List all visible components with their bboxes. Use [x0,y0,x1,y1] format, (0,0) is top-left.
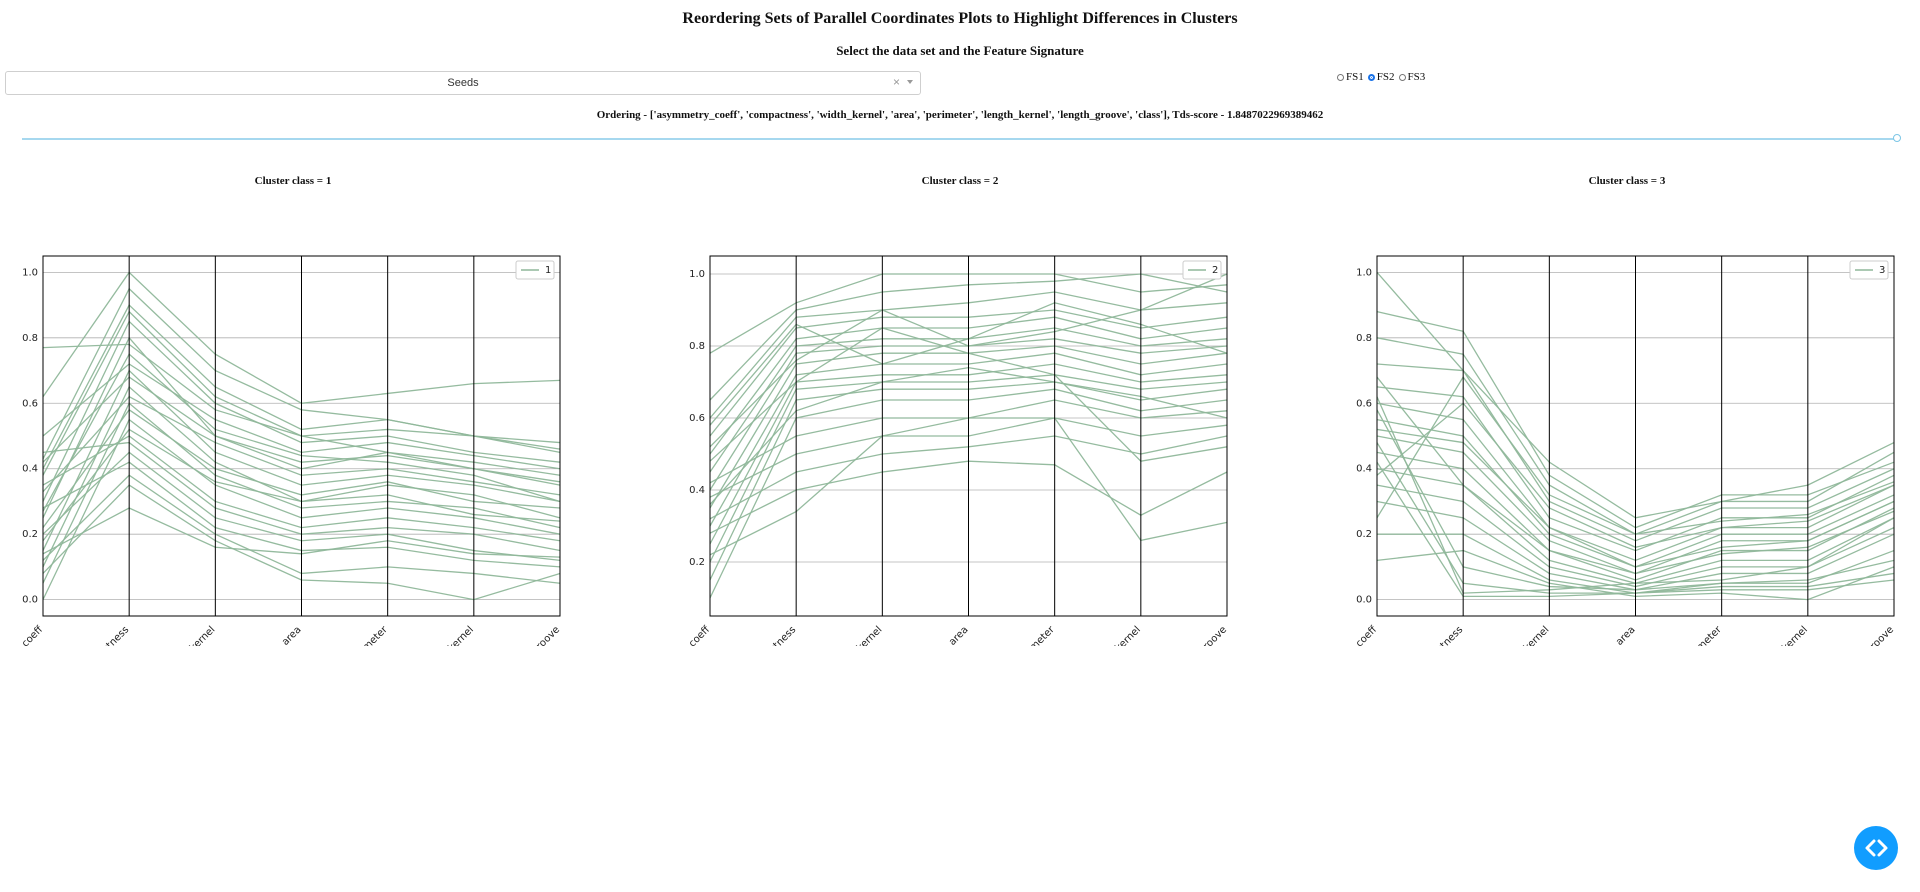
radio-dot-fs3[interactable] [1398,73,1406,81]
radio-fs1-label: FS1 [1346,71,1364,83]
y-tick-label: 0.4 [22,464,38,475]
legend-label: 1 [545,265,551,276]
plot-frame [709,255,1228,617]
x-axis-label: asymmetry_coeff [10,624,46,646]
chevron-down-icon[interactable] [907,80,913,84]
radio-fs2[interactable]: FS2 [1367,71,1395,83]
y-tick-label: 0.6 [1356,398,1372,409]
page-subtitle: Select the data set and the Feature Sign… [836,43,1084,58]
legend-label: 3 [1879,265,1885,276]
x-axis-label: area [1614,624,1638,646]
radio-dot-fs1[interactable] [1337,73,1344,81]
code-brackets-icon [1865,839,1888,857]
x-axis-label: width_kernel [165,624,218,646]
radio-dot-fs2[interactable] [1367,73,1375,81]
x-axis-label: perimeter [347,624,390,646]
radio-fs3[interactable]: FS3 [1398,71,1426,83]
dev-tools-button[interactable] [1854,826,1898,870]
x-axis-label: area [280,624,304,646]
chart-legend: 2 [1182,260,1222,280]
radio-fs1[interactable]: FS1 [1337,71,1364,83]
dataset-dropdown[interactable]: Seeds × [5,71,921,95]
cluster-2-title: Cluster class = 2 [921,175,999,187]
x-axis-label: asymmetry_coeff [1344,624,1380,646]
x-axis-label: length_groove [1171,624,1229,646]
x-axis-label: length_groove [1838,624,1896,646]
y-tick-label: 0.4 [1356,464,1372,475]
x-axis-label: length_kernel [1087,624,1143,646]
x-axis-label: perimeter [1681,624,1724,646]
page-title: Reordering Sets of Parallel Coordinates … [682,10,1238,27]
y-tick-label: 0.6 [689,413,705,424]
y-tick-label: 0.0 [1356,595,1372,606]
x-axis-label: area [947,624,971,646]
dataset-selected-value: Seeds [447,77,479,89]
plot-frame [1376,255,1895,617]
y-tick-label: 0.2 [22,529,38,540]
y-tick-label: 0.8 [689,341,705,352]
cluster-1-title: Cluster class = 1 [254,175,332,187]
y-tick-label: 1.0 [1356,267,1372,278]
x-axis-label: compactness [744,624,799,646]
x-axis-label: compactness [77,624,132,646]
legend-label: 2 [1212,265,1218,276]
x-axis-label: asymmetry_coeff [677,624,713,646]
x-axis-label: length_kernel [1754,624,1810,646]
radio-fs3-label: FS3 [1407,71,1426,83]
chart-legend: 3 [1849,260,1889,280]
x-axis-label: width_kernel [832,624,885,646]
clear-icon[interactable]: × [892,75,900,89]
parallel-coordinates-chart-cluster-3: 0.0 0.2 0.4 0.6 0.8 1.0 asymmetry_coeff compact… [1344,255,1896,646]
x-axis-label: perimeter [1014,624,1057,646]
x-axis-label: width_kernel [1499,624,1552,646]
radio-fs2-label: FS2 [1376,71,1395,83]
y-tick-label: 0.2 [1356,529,1372,540]
parallel-coordinates-chart-cluster-1: 0.0 0.2 0.4 0.6 0.8 1.0 asymmetry_coeff compact… [10,255,562,646]
y-tick-label: 0.6 [22,398,38,409]
cluster-3-title: Cluster class = 3 [1588,175,1666,187]
y-tick-label: 1.0 [22,267,38,278]
y-tick-label: 1.0 [689,269,705,280]
plot-frame [42,255,561,617]
ordering-slider-track[interactable] [22,138,1898,140]
ordering-slider-handle[interactable] [1893,134,1901,142]
y-tick-label: 0.4 [689,485,705,496]
y-tick-label: 0.2 [689,557,705,568]
feature-signature-radio-group: FS1 FS2 FS3 [1337,71,1425,83]
x-axis-label: compactness [1411,624,1466,646]
y-tick-label: 0.8 [22,333,38,344]
y-tick-label: 0.0 [22,595,38,606]
ordering-text: Ordering - ['asymmetry_coeff', 'compactn… [596,109,1324,121]
x-axis-label: length_groove [504,624,562,646]
y-tick-label: 0.8 [1356,333,1372,344]
parallel-coordinates-chart-cluster-2: 0.2 0.4 0.6 0.8 1.0 asymmetry_coeff compactnes… [677,255,1229,646]
chart-legend: 1 [515,260,555,280]
x-axis-label: length_kernel [420,624,476,646]
